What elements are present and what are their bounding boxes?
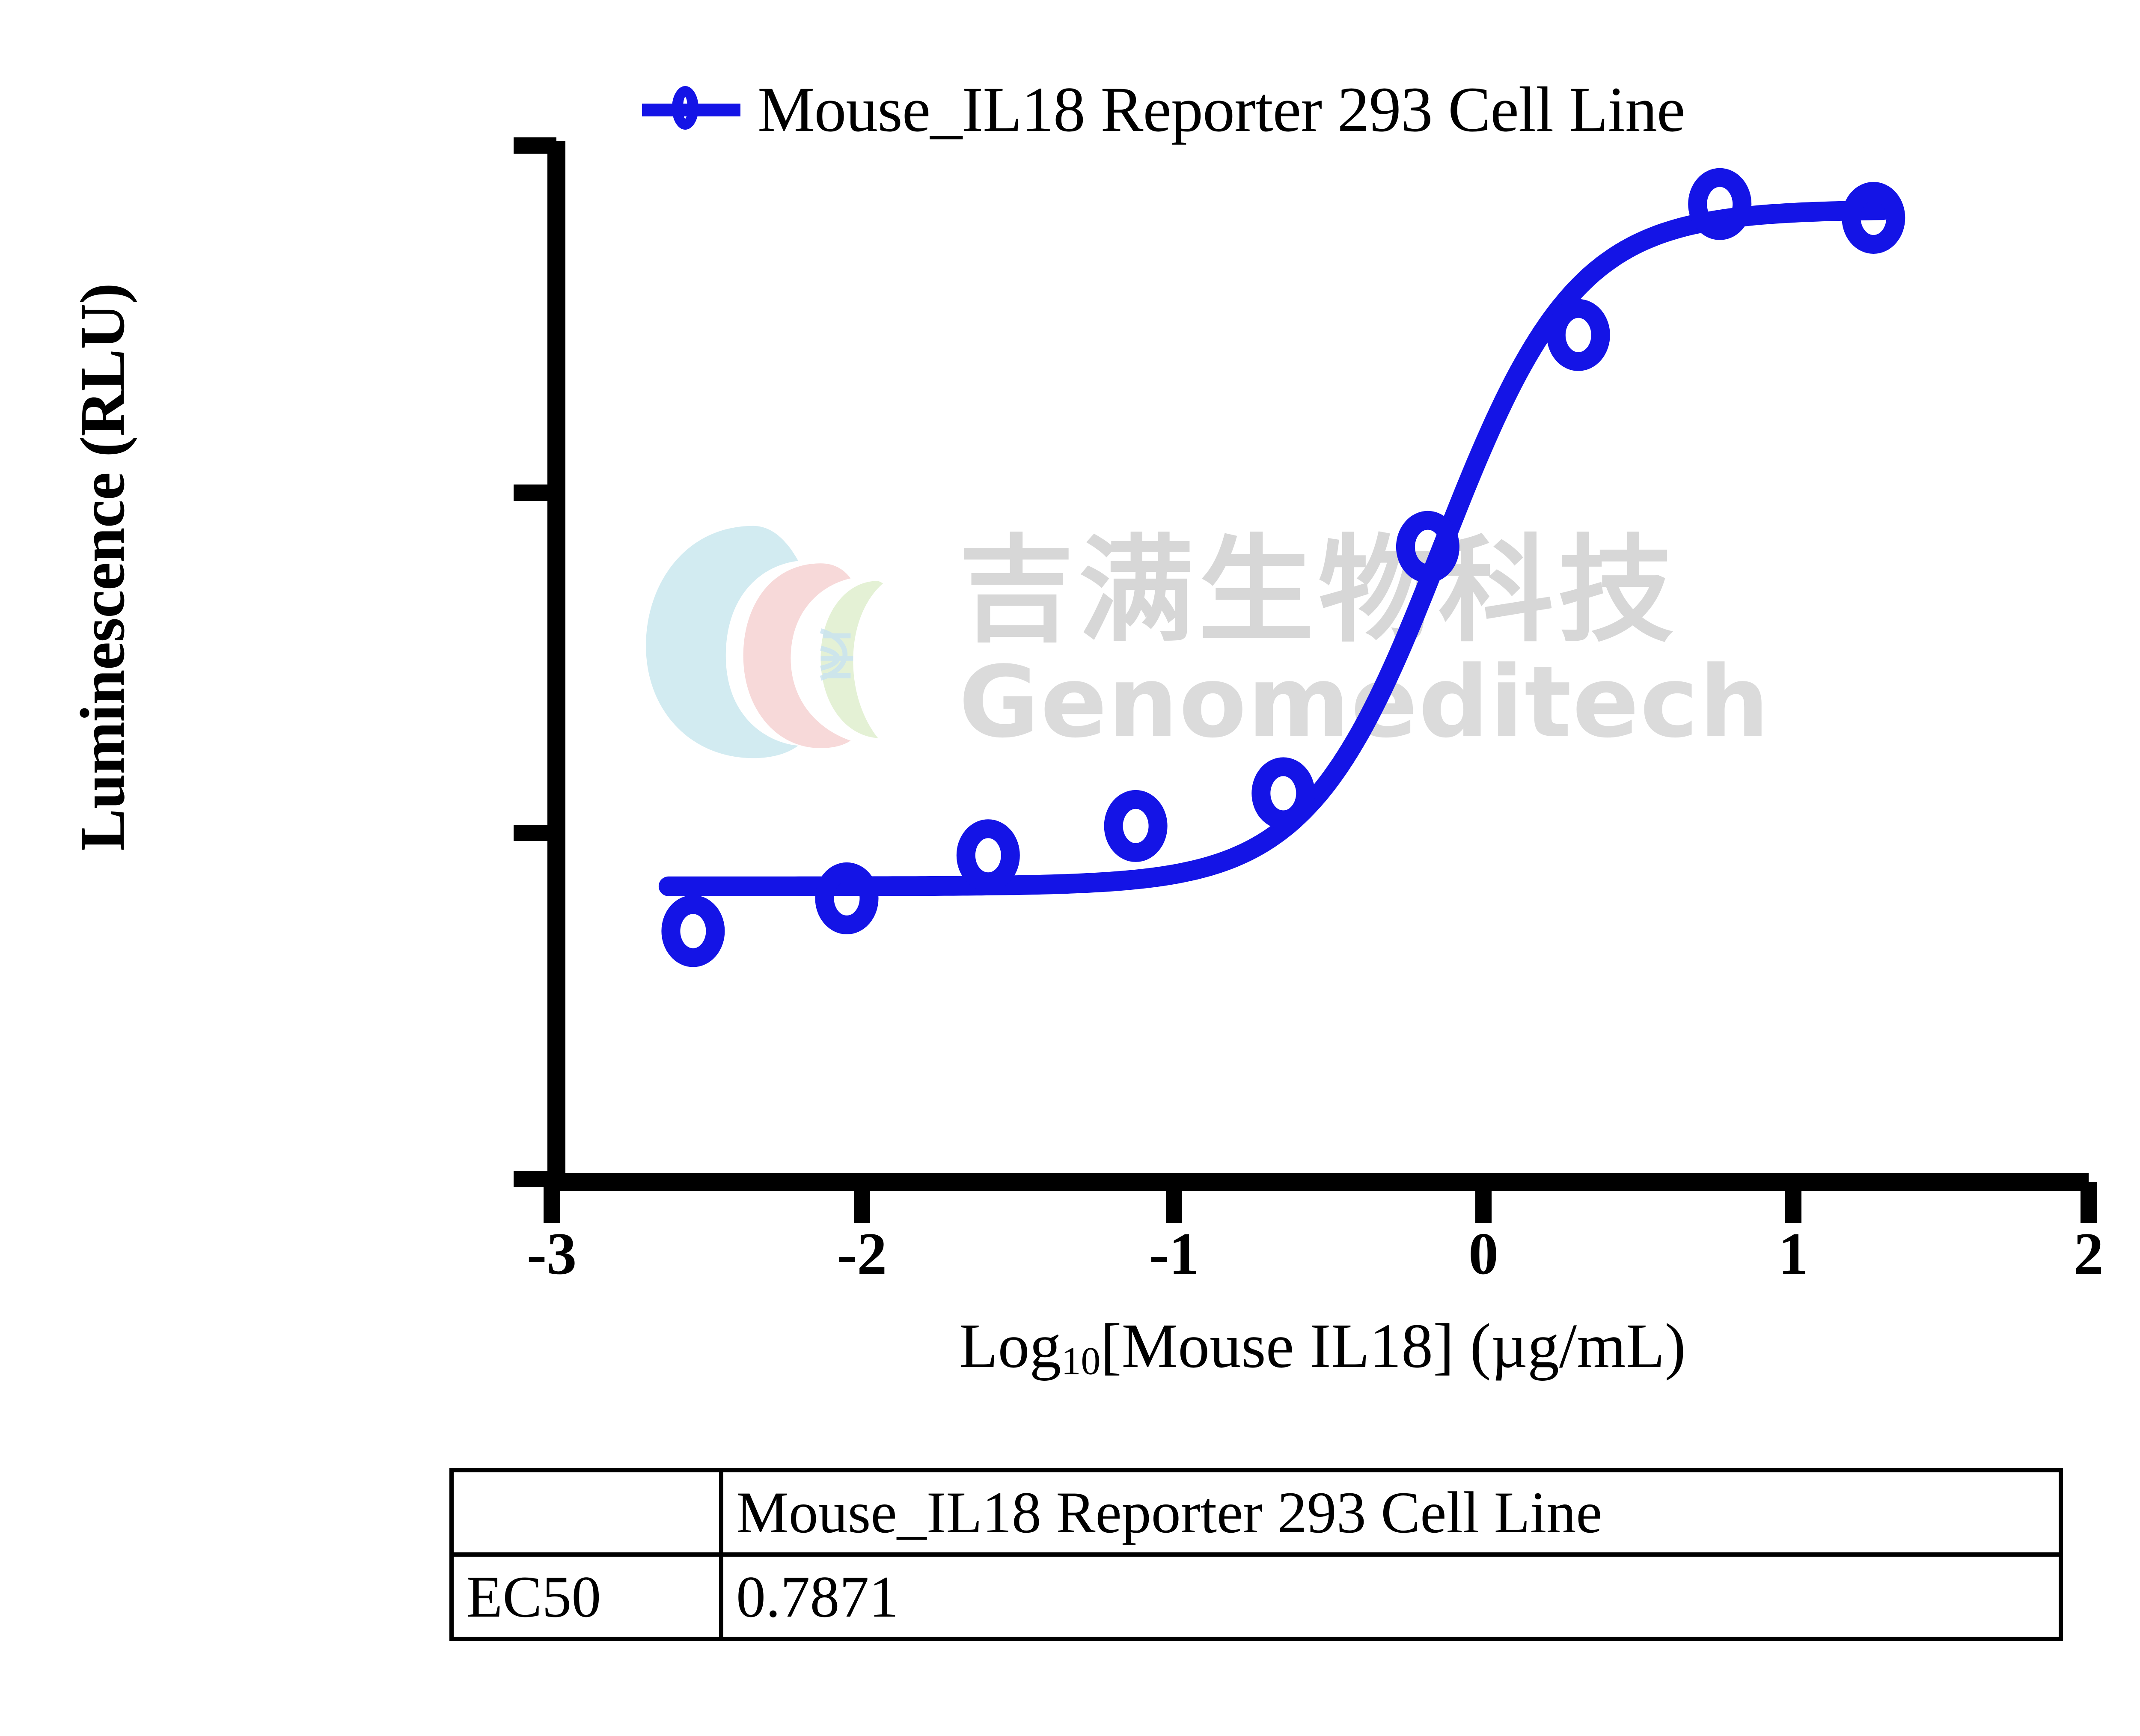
y-axis-ticks	[514, 137, 556, 1187]
data-point-markers	[661, 168, 1905, 967]
x-axis-ticks	[544, 1182, 2097, 1223]
table-header-blank	[449, 1468, 723, 1557]
data-point	[1688, 168, 1752, 240]
table-row-value-ec50: 0.7871	[719, 1552, 2063, 1641]
legend-marker-open-circle-icon	[642, 84, 740, 135]
fit-curve	[658, 200, 1893, 896]
data-point	[1396, 511, 1459, 583]
x-tick-label-2: 2	[2074, 1221, 2104, 1287]
data-point	[1251, 757, 1315, 829]
chart-legend: Mouse_IL18 Reporter 293 Cell Line	[642, 73, 1685, 146]
data-point	[815, 862, 879, 934]
data-point	[956, 819, 1020, 892]
x-tick-label-0: 0	[1468, 1221, 1498, 1287]
x-axis-title: Log10[Mouse IL18] (µg/mL)	[959, 1311, 1686, 1383]
data-point	[1546, 299, 1610, 371]
data-point	[1104, 790, 1168, 862]
table-row: EC50 0.7871	[449, 1552, 2063, 1641]
legend-label: Mouse_IL18 Reporter 293 Cell Line	[758, 74, 1685, 145]
x-tick-label-1: 1	[1778, 1221, 1808, 1287]
table-header-series: Mouse_IL18 Reporter 293 Cell Line	[719, 1468, 2063, 1557]
data-point	[661, 895, 725, 967]
x-tick-label--2: -2	[837, 1221, 887, 1287]
x-tick-label--1: -1	[1149, 1221, 1199, 1287]
x-tick-label--3: -3	[526, 1221, 577, 1287]
table-header-row: Mouse_IL18 Reporter 293 Cell Line	[449, 1468, 2063, 1557]
ec50-table: Mouse_IL18 Reporter 293 Cell Line EC50 0…	[449, 1468, 2063, 1641]
data-point	[1842, 182, 1905, 254]
table-row-label-ec50: EC50	[449, 1552, 723, 1641]
